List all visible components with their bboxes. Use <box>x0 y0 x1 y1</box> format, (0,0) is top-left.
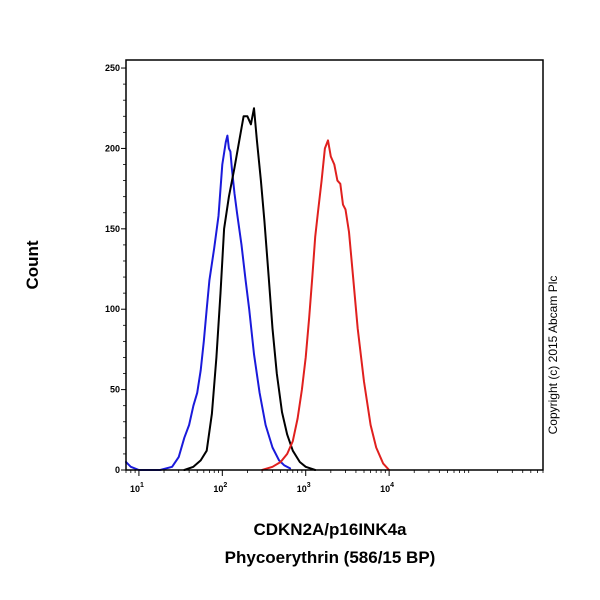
y-axis-title: Count <box>23 240 42 289</box>
x-tick-exponent: 2 <box>223 482 227 489</box>
histogram-series-3 <box>261 139 391 471</box>
histogram-series-2 <box>183 107 317 471</box>
y-tick-label: 100 <box>105 304 120 314</box>
x-axis-title-line-1: CDKN2A/p16INK4a <box>253 520 407 539</box>
x-tick-exponent: 4 <box>390 482 394 489</box>
histogram-series-group <box>125 107 391 471</box>
x-tick-label: 103 <box>297 482 311 494</box>
x-tick-label: 104 <box>380 482 394 494</box>
y-tick-label: 50 <box>110 385 120 395</box>
y-axis-ticks: 0 50 100 150 200 250 <box>105 63 126 475</box>
x-tick-base: 10 <box>380 484 390 494</box>
x-tick-exponent: 3 <box>307 482 311 489</box>
x-tick-base: 10 <box>297 484 307 494</box>
copyright-notice: Copyright (c) 2015 Abcam Plc <box>546 276 560 435</box>
x-tick-label: 101 <box>130 482 144 494</box>
x-tick-base: 10 <box>213 484 223 494</box>
plot-frame <box>125 59 544 471</box>
x-axis-ticks: 101 102 103 104 <box>125 470 544 494</box>
x-tick-base: 10 <box>130 484 140 494</box>
x-tick-exponent: 1 <box>140 482 144 489</box>
histogram-series-1 <box>125 134 292 471</box>
y-tick-label: 0 <box>115 465 120 475</box>
y-tick-label: 250 <box>105 63 120 73</box>
y-tick-label: 200 <box>105 143 120 153</box>
x-axis-title-line-2: Phycoerythrin (586/15 BP) <box>225 548 436 567</box>
x-tick-label: 102 <box>213 482 227 494</box>
y-tick-label: 150 <box>105 224 120 234</box>
